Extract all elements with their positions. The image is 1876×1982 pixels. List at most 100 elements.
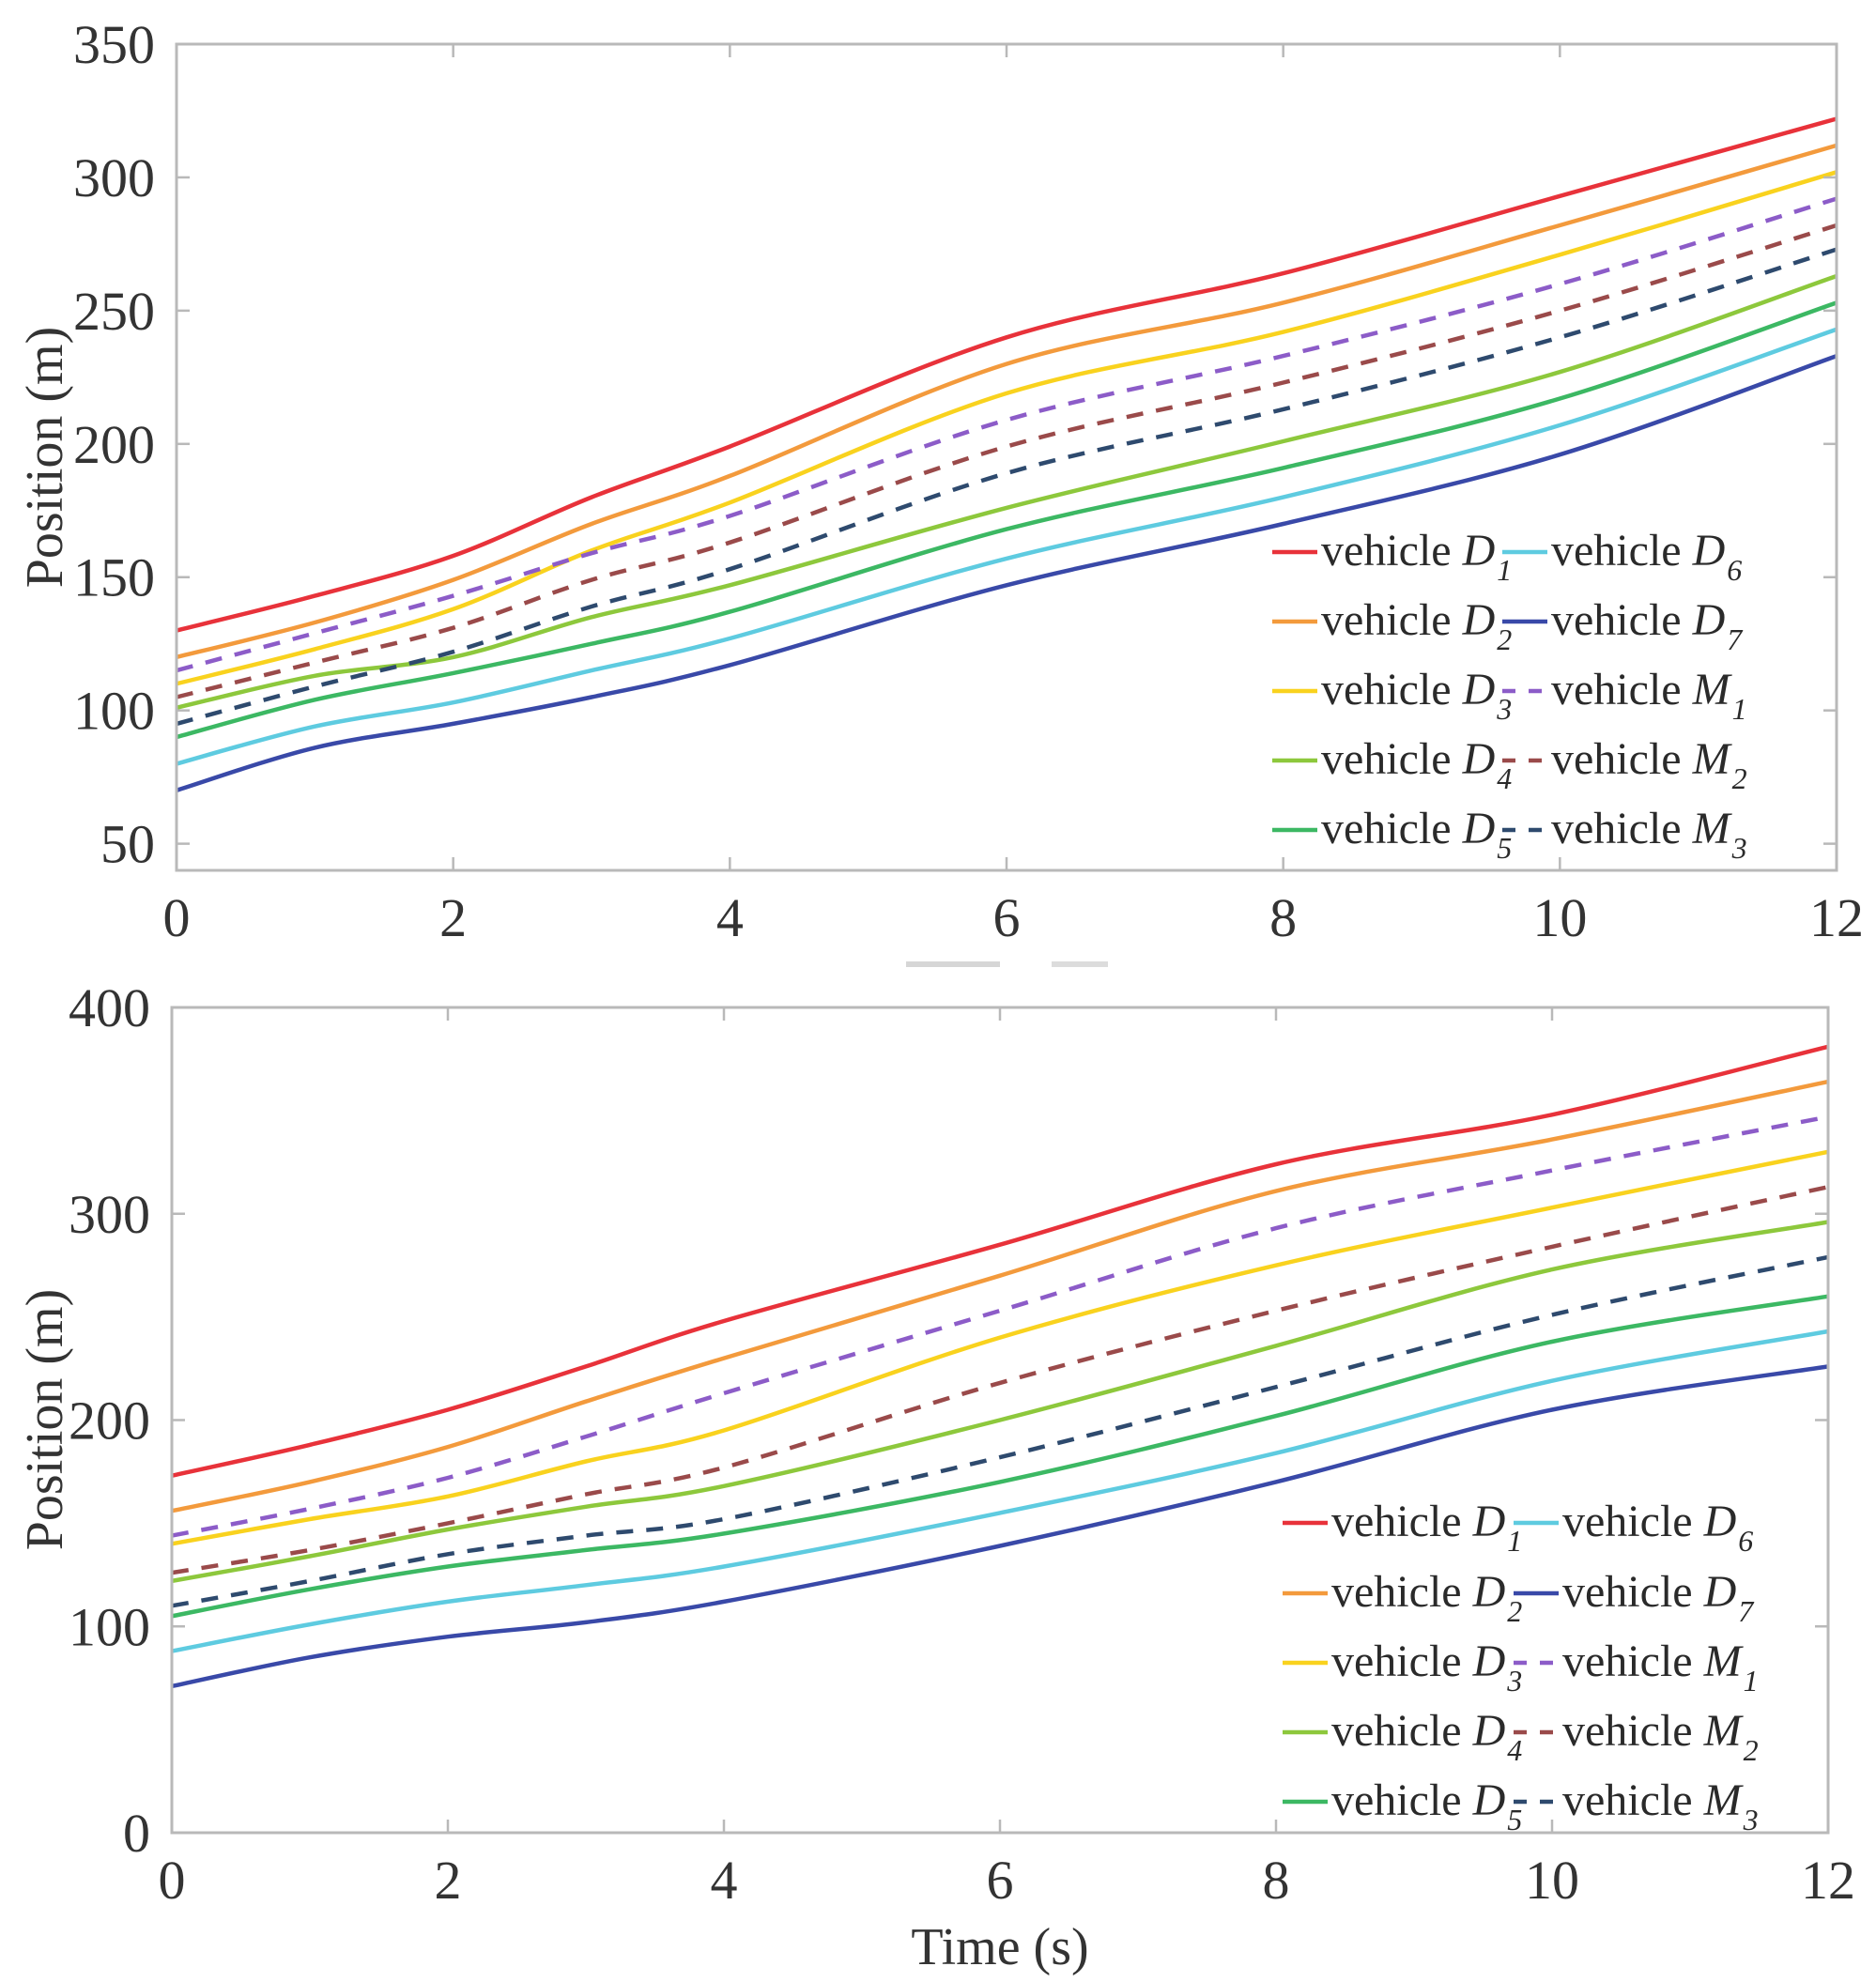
legend-label-text: vehicle <box>1551 804 1693 853</box>
x-tick-label: 6 <box>993 887 1021 948</box>
legend-label-symbol: D <box>1462 665 1496 714</box>
legend-item: vehicle D5 <box>1272 804 1512 865</box>
legend-label-subscript: 5 <box>1507 1803 1522 1836</box>
series-line-d4 <box>171 1220 1829 1584</box>
legend-item: vehicle M2 <box>1514 1706 1759 1767</box>
y-tick-label: 100 <box>69 1596 150 1657</box>
legend-item: vehicle M3 <box>1514 1775 1759 1836</box>
legend-label-symbol: D <box>1462 595 1496 645</box>
legend-label-text: vehicle <box>1321 804 1463 853</box>
legend-label-subscript: 1 <box>1507 1524 1522 1558</box>
legend-item: vehicle D3 <box>1272 665 1512 726</box>
series-line-d2 <box>171 1079 1829 1513</box>
x-tick-label: 8 <box>1263 1850 1290 1911</box>
y-tick-label: 300 <box>69 1184 150 1245</box>
series-line-d1 <box>171 1044 1829 1478</box>
legend-label: vehicle D7 <box>1551 595 1744 656</box>
legend-label-subscript: 6 <box>1738 1524 1753 1558</box>
legend-label-text: vehicle <box>1321 734 1463 784</box>
legend-label-symbol: D <box>1462 526 1496 576</box>
legend-label-symbol: D <box>1703 1497 1737 1546</box>
series-line-d5 <box>171 1294 1829 1619</box>
legend-label-symbol: D <box>1472 1497 1506 1546</box>
legend-label-text: vehicle <box>1562 1497 1704 1546</box>
x-tick-label: 0 <box>163 887 191 948</box>
legend-label-symbol: M <box>1703 1775 1745 1825</box>
x-tick-label: 2 <box>435 1850 462 1911</box>
legend-label-subscript: 7 <box>1738 1594 1755 1628</box>
legend-label: vehicle D2 <box>1331 1567 1522 1628</box>
legend-label-subscript: 5 <box>1497 831 1512 865</box>
legend-label-text: vehicle <box>1562 1636 1704 1686</box>
x-tick-label: 12 <box>1801 1850 1855 1911</box>
series-line-m3 <box>176 247 1838 727</box>
y-axis-title: Position (m) <box>16 1289 74 1550</box>
legend-item: vehicle D5 <box>1283 1775 1522 1836</box>
legend-label: vehicle D4 <box>1331 1706 1522 1767</box>
x-tick-label: 8 <box>1269 887 1297 948</box>
legend-item: vehicle D2 <box>1272 595 1512 656</box>
series-line-d7 <box>171 1364 1829 1689</box>
legend-label: vehicle D5 <box>1331 1775 1522 1836</box>
x-tick-label: 10 <box>1525 1850 1579 1911</box>
legend-label-subscript: 1 <box>1732 692 1747 726</box>
legend-label-subscript: 1 <box>1497 553 1512 587</box>
legend-label-text: vehicle <box>1551 595 1693 645</box>
legend-label-text: vehicle <box>1331 1706 1473 1756</box>
legend-item: vehicle M1 <box>1514 1636 1759 1698</box>
y-tick-label: 150 <box>73 547 155 608</box>
series-line-m2 <box>176 223 1838 699</box>
legend-label-text: vehicle <box>1562 1567 1704 1617</box>
legend-label-symbol: D <box>1472 1775 1506 1825</box>
legend-item: vehicle D6 <box>1514 1497 1753 1558</box>
y-tick-label: 250 <box>73 281 155 342</box>
series-line-d1 <box>176 116 1838 633</box>
legend-label-subscript: 3 <box>1506 1664 1522 1698</box>
legend-label-text: vehicle <box>1551 734 1693 784</box>
series-line-m2 <box>171 1185 1829 1575</box>
y-tick-label: 400 <box>69 977 150 1038</box>
x-tick-label: 0 <box>159 1850 186 1911</box>
legend-item: vehicle D7 <box>1514 1567 1755 1628</box>
series-line-m3 <box>171 1254 1829 1608</box>
legend-label-symbol: D <box>1462 734 1496 784</box>
clipped-caption-remnant <box>1052 961 1108 967</box>
legend-label-subscript: 4 <box>1507 1733 1522 1767</box>
legend-item: vehicle D4 <box>1283 1706 1522 1767</box>
series-line-m1 <box>171 1114 1829 1538</box>
x-axis-title: Time (s) <box>911 1918 1088 1976</box>
series-line-d7 <box>176 353 1838 792</box>
legend-label-text: vehicle <box>1331 1775 1473 1825</box>
legend-item: vehicle D3 <box>1283 1636 1522 1698</box>
x-tick-label: 4 <box>711 1850 738 1911</box>
legend-label: vehicle D1 <box>1331 1497 1522 1558</box>
legend-label: vehicle D7 <box>1562 1567 1755 1628</box>
legend-label: vehicle D6 <box>1551 526 1742 587</box>
series-line-d3 <box>176 170 1838 686</box>
y-axis-title: Position (m) <box>16 327 74 588</box>
legend-label: vehicle D1 <box>1321 526 1512 587</box>
legend-label-text: vehicle <box>1562 1775 1704 1825</box>
y-tick-label: 100 <box>73 681 155 742</box>
legend-label-symbol: D <box>1472 1567 1506 1617</box>
legend-label-symbol: D <box>1692 526 1726 576</box>
legend-label: vehicle D5 <box>1321 804 1512 865</box>
series-line-d6 <box>171 1329 1829 1653</box>
legend-label: vehicle M2 <box>1562 1706 1759 1767</box>
series-line-d6 <box>176 327 1838 766</box>
legend-label-text: vehicle <box>1321 526 1463 576</box>
y-tick-label: 0 <box>123 1803 150 1864</box>
legend-label-subscript: 6 <box>1727 553 1742 587</box>
clipped-caption-remnant <box>906 961 1000 967</box>
y-tick-label: 200 <box>73 414 155 475</box>
legend-item: vehicle D7 <box>1502 595 1744 656</box>
legend-label: vehicle M3 <box>1551 804 1747 865</box>
legend-label-symbol: M <box>1703 1636 1745 1686</box>
legend-label-text: vehicle <box>1551 526 1693 576</box>
legend-label-text: vehicle <box>1331 1636 1473 1686</box>
legend-label-subscript: 1 <box>1744 1664 1759 1698</box>
legend-label-symbol: M <box>1703 1706 1745 1756</box>
y-tick-label: 200 <box>69 1390 150 1452</box>
